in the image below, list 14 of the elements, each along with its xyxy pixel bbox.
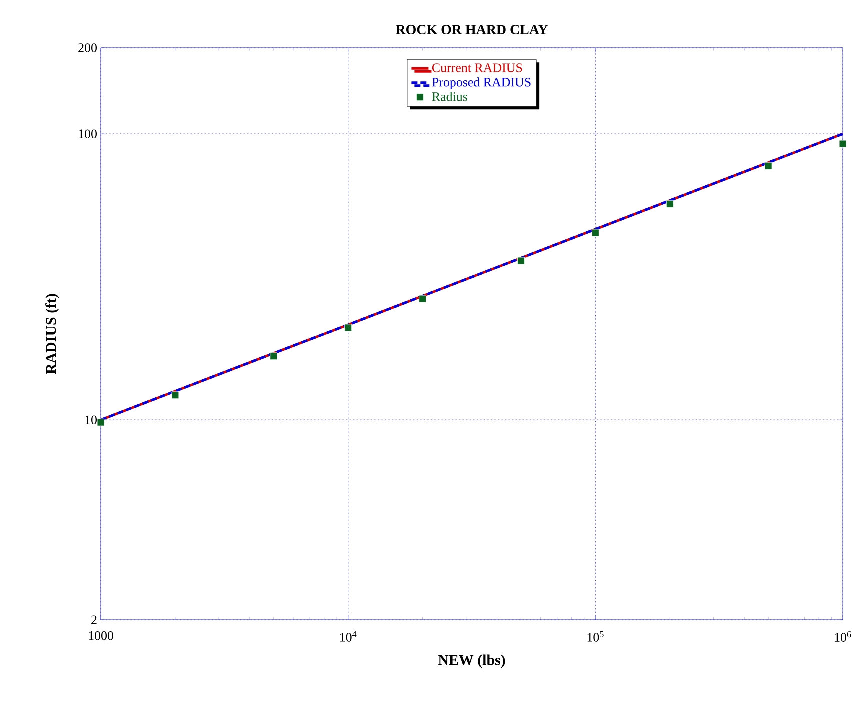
- x-tick-label: 10$^{5}$: [588, 631, 604, 642]
- legend-label: Current RADIUS: [432, 64, 522, 72]
- y-tick-label: 10: [86, 416, 97, 424]
- y-tick-label: 200: [78, 44, 97, 52]
- y-tick-label: 2: [92, 616, 97, 624]
- x-axis-title: NEW (lbs): [438, 654, 506, 668]
- x-tick-label: 10$^{6}$: [835, 631, 852, 642]
- x-tick-label: 1000: [89, 631, 114, 640]
- legend-label: Radius: [432, 92, 468, 102]
- legend-label: Proposed RADIUS: [432, 78, 531, 90]
- y-tick-label: 100: [79, 130, 97, 138]
- x-tick-label: 10$^{4}$: [340, 631, 357, 642]
- chart-title: ROCK OR HARD CLAY: [396, 25, 548, 35]
- y-axis-title: RADIUS (ft): [46, 294, 60, 374]
